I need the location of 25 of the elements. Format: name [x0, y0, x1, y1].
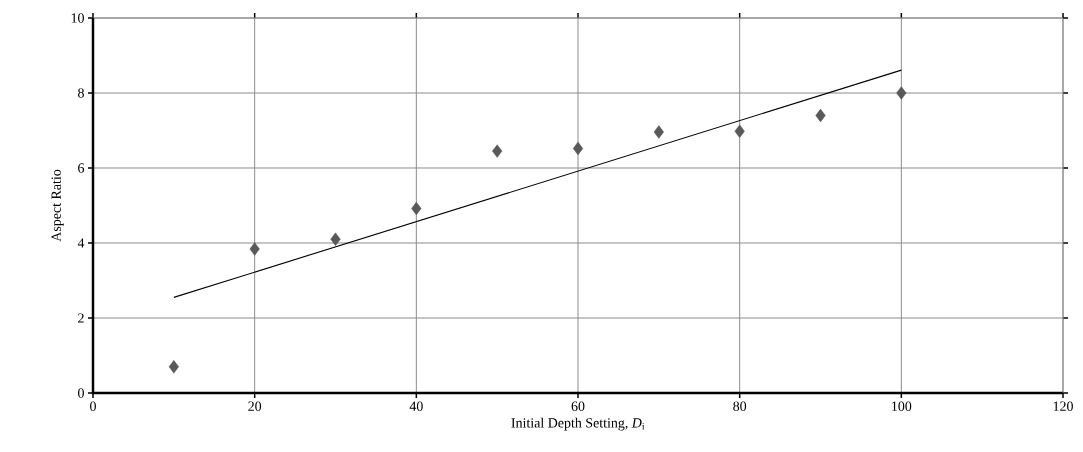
x-axis-title: Initial Depth Setting, D$_{i}$	[511, 417, 645, 431]
y-tick-label: 2	[78, 313, 84, 323]
x-tick-label: 20	[248, 401, 262, 411]
y-tick-label: 4	[77, 238, 85, 248]
x-tick-label: 40	[409, 401, 423, 411]
point	[815, 108, 826, 123]
point	[168, 360, 179, 374]
y-tick-label: 6	[78, 163, 85, 173]
point	[411, 201, 422, 216]
x-tick-label: 0	[90, 401, 96, 411]
point	[249, 242, 260, 256]
point	[734, 124, 745, 138]
x-tick-label: 120	[1053, 401, 1073, 411]
y-tick-label: 0	[78, 388, 84, 398]
y-tick-label: 10	[71, 13, 84, 23]
x-tick-label: 100	[892, 401, 912, 411]
y-tick-label: 8	[78, 88, 84, 98]
point	[330, 232, 341, 246]
point	[896, 86, 907, 100]
point	[492, 144, 503, 158]
y-axis-title: Aspect Ratio	[51, 169, 64, 242]
x-tick-label: 60	[571, 401, 585, 411]
x-tick-label: 80	[733, 401, 747, 411]
point	[653, 125, 664, 139]
point	[572, 141, 584, 156]
